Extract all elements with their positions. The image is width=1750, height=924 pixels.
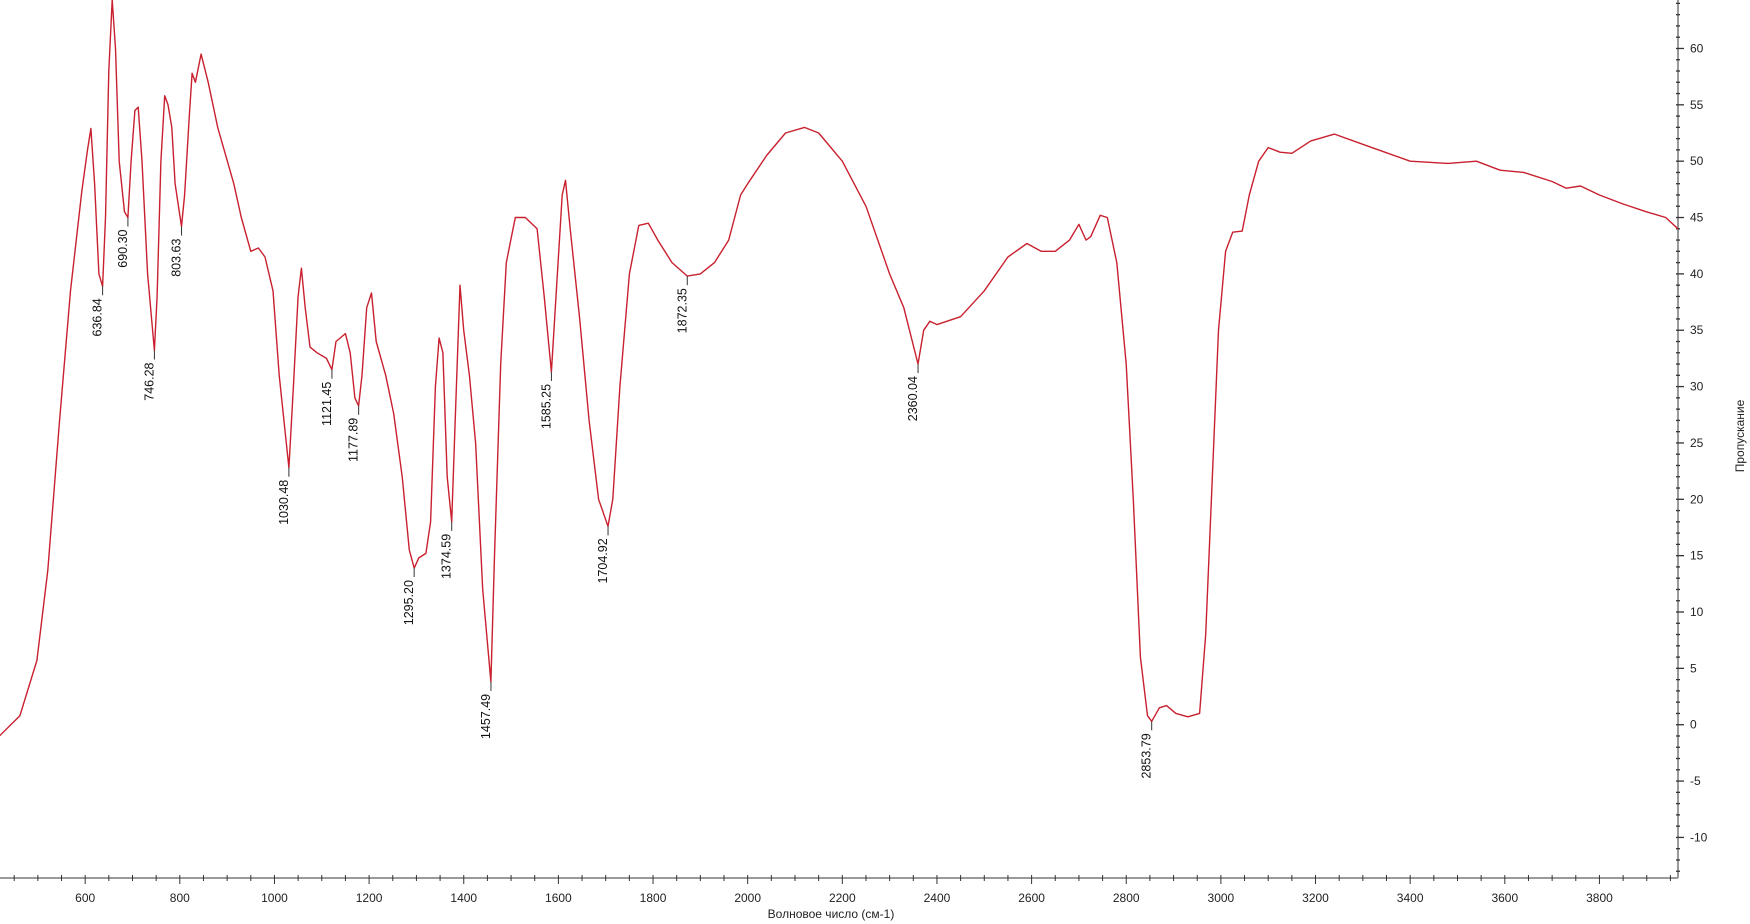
x-tick-label: 3600	[1491, 891, 1518, 905]
x-tick-label: 1000	[261, 891, 288, 905]
y-axis: -10 -5 0 5 10 15 20 25 30 35 40 45 50 55 60	[1676, 0, 1708, 878]
y-tick-label: 20	[1690, 492, 1704, 506]
y-tick-label: 30	[1690, 380, 1704, 394]
plot-area	[0, 0, 1679, 737]
x-tick-label: 2400	[924, 891, 951, 905]
x-axis: 600 800 1000 1200 1400 1600 1800 2000 2200 2400 26…	[0, 875, 1678, 905]
x-tick-label: 2000	[734, 891, 761, 905]
y-tick-label: 55	[1690, 98, 1704, 112]
peak-label: 803.63	[170, 238, 184, 276]
peak-label: 2360.04	[906, 376, 920, 421]
peak-label: 2853.79	[1140, 733, 1154, 778]
x-tick-label: 3200	[1302, 891, 1329, 905]
x-tick-label: 3000	[1208, 891, 1235, 905]
x-tick-label: 1400	[450, 891, 477, 905]
peak-label: 1457.49	[479, 694, 493, 739]
y-tick-label: 50	[1690, 154, 1704, 168]
x-tick-label: 1200	[356, 891, 383, 905]
x-tick-label: 2600	[1018, 891, 1045, 905]
y-tick-label: 45	[1690, 211, 1704, 225]
y-tick-label: 0	[1690, 718, 1697, 732]
spectrum-line	[0, 0, 1679, 737]
peak-labels: 636.84 690.30 746.28 803.63 1030.48 1121.45 11…	[91, 217, 1154, 779]
peak-label: 1177.89	[347, 418, 361, 462]
y-tick-label: 60	[1690, 41, 1704, 55]
peak-label: 1121.45	[320, 382, 334, 426]
x-tick-label: 3800	[1586, 891, 1613, 905]
peak-label: 690.30	[116, 229, 130, 267]
x-tick-label: 2800	[1113, 891, 1140, 905]
y-axis-title: Пропускание	[1733, 399, 1747, 472]
x-tick-label: 2200	[829, 891, 856, 905]
peak-label: 1295.20	[402, 580, 416, 625]
peak-label: 636.84	[91, 298, 105, 336]
x-tick-label: 1600	[545, 891, 572, 905]
y-tick-label: 10	[1690, 605, 1704, 619]
peak-label: 1374.59	[440, 534, 454, 579]
y-tick-label: -10	[1690, 830, 1708, 844]
y-tick-label: 40	[1690, 267, 1704, 281]
y-tick-label: -5	[1690, 774, 1701, 788]
y-tick-label: 15	[1690, 549, 1704, 563]
y-tick-label: 5	[1690, 661, 1697, 675]
peak-label: 746.28	[142, 362, 156, 400]
peak-label: 1585.25	[539, 384, 553, 429]
x-tick-label: 3400	[1397, 891, 1424, 905]
x-axis-title: Волновое число (см-1)	[768, 907, 895, 921]
x-tick-label: 600	[75, 891, 95, 905]
peak-label: 1030.48	[277, 480, 291, 525]
peak-label: 1704.92	[596, 538, 610, 583]
y-tick-label: 25	[1690, 436, 1704, 450]
peak-label: 1872.35	[675, 288, 689, 333]
x-tick-label: 800	[170, 891, 190, 905]
y-tick-label: 35	[1690, 323, 1704, 337]
x-tick-label: 1800	[640, 891, 667, 905]
